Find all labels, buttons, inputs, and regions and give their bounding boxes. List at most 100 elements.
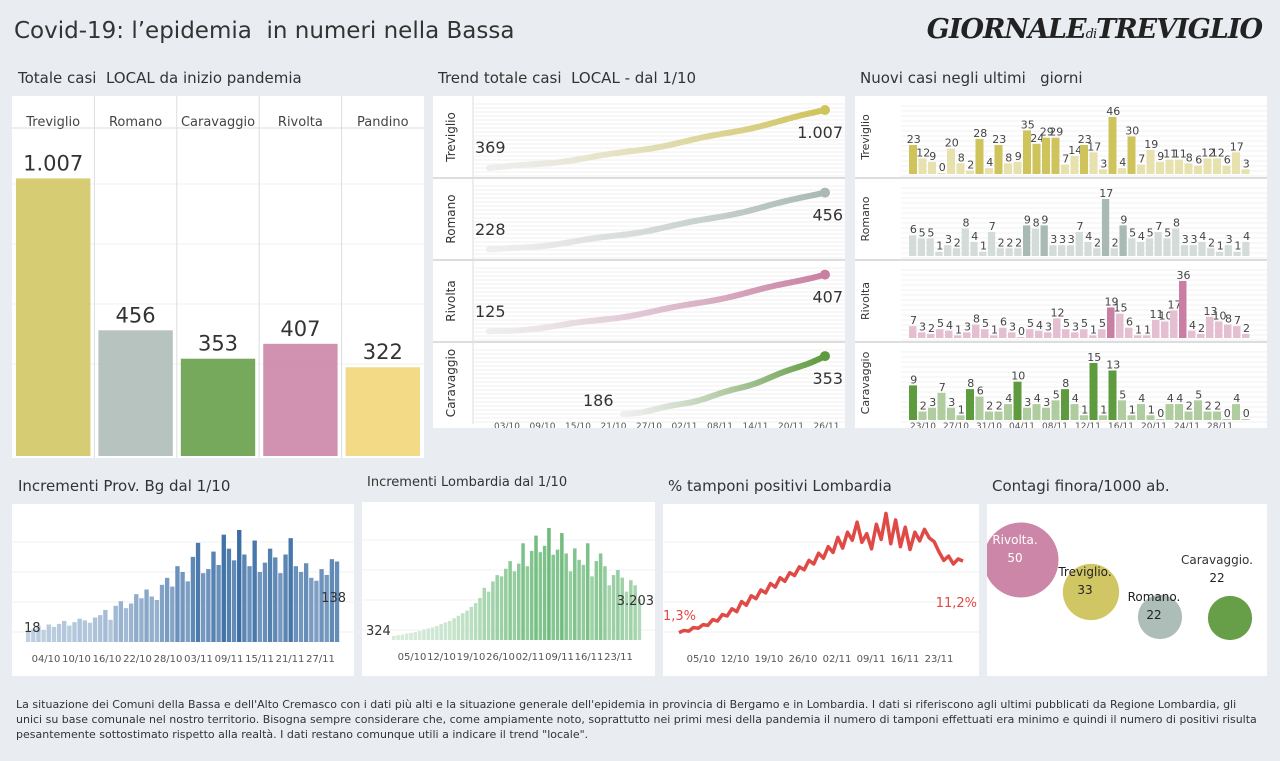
new-cases-bar xyxy=(1118,400,1126,420)
new-cases-bar xyxy=(1013,381,1022,420)
prov_bg-bar xyxy=(298,572,304,642)
bar-value-label: 0 xyxy=(939,161,946,174)
new-cases-bar xyxy=(1203,411,1212,420)
new-cases-bar xyxy=(1099,169,1107,174)
lombardia-bar xyxy=(585,543,590,640)
new-cases-bar xyxy=(985,411,993,420)
trend-end-label: 353 xyxy=(812,369,843,388)
prov_bg-bar xyxy=(319,569,324,642)
x-tick-label: 03/10 xyxy=(494,422,520,428)
lombardia-end-label: 3.203 xyxy=(617,594,654,609)
band-label-rivolta: Rivolta xyxy=(444,280,458,322)
new-cases-bar xyxy=(909,235,917,256)
lombardia-bar xyxy=(620,577,624,640)
prov_bg-bar xyxy=(247,566,252,642)
new-cases-bar xyxy=(1023,407,1031,420)
bar-value-label: 5 xyxy=(1099,317,1106,330)
new-cases-bar xyxy=(961,228,969,256)
new-cases-bar xyxy=(1189,245,1197,256)
bar-value-label: 8 xyxy=(1225,313,1232,326)
x-tick-label: 22/10 xyxy=(123,654,152,665)
new-cases-bar xyxy=(1013,162,1022,174)
prov_bg-bar xyxy=(293,566,299,642)
bar-value-label: 8 xyxy=(973,313,980,326)
new-cases-bar xyxy=(1242,333,1250,338)
bar-value-label: 1 xyxy=(991,323,998,336)
bar-value-label: 23 xyxy=(907,133,921,146)
prov_bg-bar xyxy=(62,621,67,642)
bar-value-label: 10 xyxy=(1213,309,1227,322)
x-tick-label: 27/11 xyxy=(306,654,335,665)
bar-value-label: 3 xyxy=(964,320,971,333)
bar-value-label: 1 xyxy=(1144,323,1151,336)
new-cases-bar xyxy=(1118,168,1126,174)
new-cases-bar xyxy=(1134,335,1142,338)
lombardia-bar xyxy=(560,533,564,640)
new-cases-bar xyxy=(1061,164,1069,174)
bar-value-label: 6 xyxy=(977,385,984,398)
bar-value-label: 1 xyxy=(1217,240,1224,253)
bar-value-label: 3 xyxy=(1045,320,1052,333)
x-tick-label: 15/10 xyxy=(565,422,591,428)
prov_bg-bar xyxy=(278,573,283,642)
x-tick-label: 27/10 xyxy=(636,422,662,428)
bar-value-label: 29 xyxy=(1040,126,1054,139)
bubble-value-label: 50 xyxy=(1007,551,1022,565)
lombardia-bar xyxy=(637,599,642,640)
new-cases-bar xyxy=(1146,149,1155,174)
prov_bg-bar xyxy=(195,542,201,642)
bar-value-label: 8 xyxy=(1005,151,1012,164)
totals-title: Totale casi LOCAL da inizio pandemia xyxy=(18,69,302,87)
lombardia-bar xyxy=(486,591,491,640)
trend-start-label: 228 xyxy=(475,220,506,239)
bubble-romano xyxy=(1137,594,1183,640)
bar-value-label: 3 xyxy=(929,396,936,409)
bar-value-label: 2 xyxy=(1094,236,1101,249)
new-cases-bar xyxy=(1172,228,1180,256)
new-cases-bar xyxy=(1026,329,1034,338)
new-cases-bar xyxy=(1215,251,1224,256)
bar-value-label: 5 xyxy=(919,227,926,240)
x-tick-label: 16/11 xyxy=(1108,422,1134,428)
new-cases-bar xyxy=(952,248,961,256)
bar-value-label: 2 xyxy=(928,322,935,335)
new-cases-bar xyxy=(1224,324,1232,338)
prov_bg-bar xyxy=(123,608,129,642)
bar-value-label: 3 xyxy=(1050,233,1057,246)
new-cases-bar xyxy=(937,392,946,420)
bar-value-label: 4 xyxy=(1189,319,1196,332)
bar-value-label: 1 xyxy=(955,323,962,336)
x-tick-label: 09/11 xyxy=(215,654,244,665)
bar-value-label: 17 xyxy=(1087,140,1101,153)
lombardia-bar xyxy=(607,585,612,640)
new-cases-bar xyxy=(1005,248,1013,256)
band-label-caravaggio: Caravaggio xyxy=(444,349,458,417)
new-cases-bar xyxy=(918,332,926,338)
new-cases-bar xyxy=(1058,245,1066,256)
lombardia-bar xyxy=(564,553,568,640)
new-cases-bar xyxy=(1051,137,1060,174)
band-label-caravaggio: Caravaggio xyxy=(859,351,872,414)
band-label-treviglio: Treviglio xyxy=(859,114,872,161)
prov_bg-bar xyxy=(216,565,221,642)
bar-value-label: 5 xyxy=(1063,317,1070,330)
new-cases-bar xyxy=(1127,415,1136,420)
new-cases-bar xyxy=(970,241,978,256)
band-label-romano: Romano xyxy=(859,196,872,241)
lombardia-bar xyxy=(396,635,400,640)
new-cases-bar xyxy=(1154,231,1162,256)
x-tick-label: 19/10 xyxy=(457,652,486,663)
lombardia-bar xyxy=(538,552,543,640)
new-cases-bar xyxy=(1071,332,1079,338)
new-cases-bar xyxy=(1137,241,1145,256)
bar-value-label: 4 xyxy=(1119,156,1126,169)
prov_bg-bar xyxy=(51,626,57,642)
new-cases-bar xyxy=(1152,319,1160,338)
bar-value-label: 11 xyxy=(1173,148,1187,161)
prov_bg-bar xyxy=(262,562,268,642)
bar-value-label: 2 xyxy=(986,400,993,413)
bar-value-label: 7 xyxy=(1138,152,1145,165)
bar-value-label: 5 xyxy=(1081,317,1088,330)
x-tick-label: 05/10 xyxy=(398,652,427,663)
bubble-caravaggio xyxy=(1207,595,1253,641)
